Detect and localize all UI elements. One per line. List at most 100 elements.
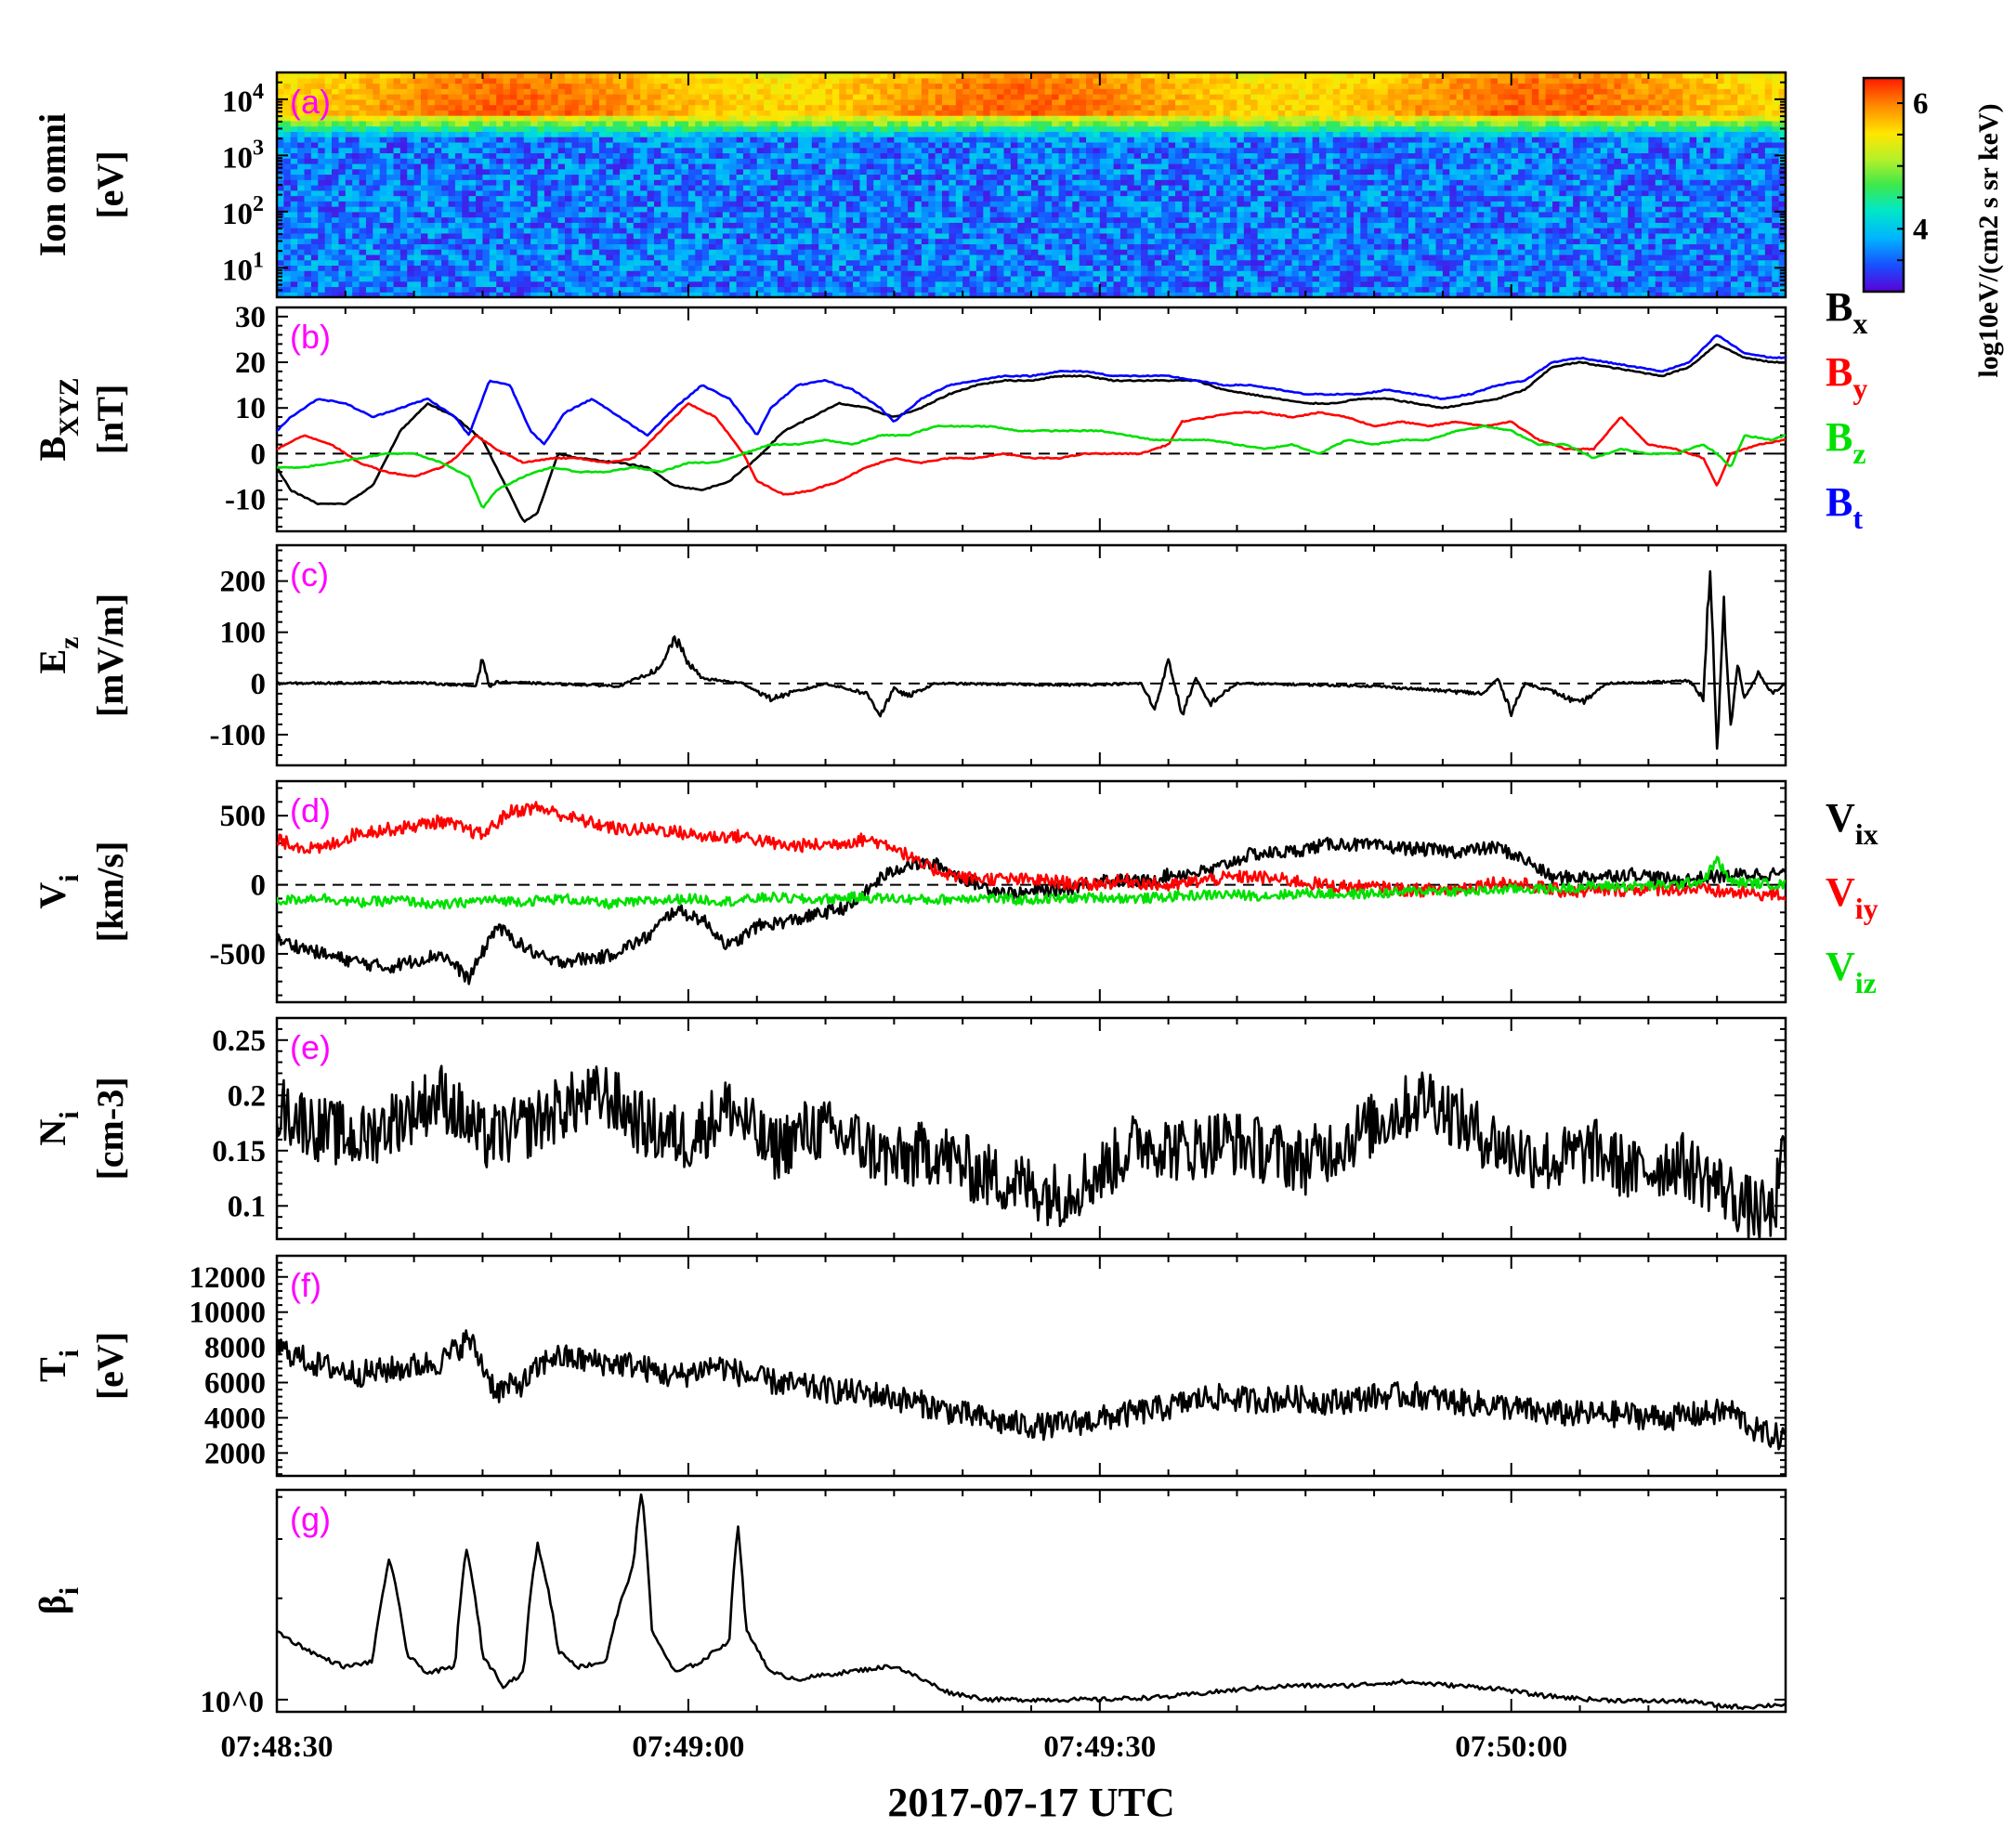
- spectrogram-cell: [530, 163, 539, 170]
- spectrogram-cell: [715, 77, 724, 85]
- spectrogram-cell: [928, 249, 936, 255]
- spectrogram-cell: [866, 163, 874, 170]
- spectrogram-cell: [633, 254, 641, 261]
- spectrogram-cell: [949, 104, 957, 111]
- spectrogram-cell: [880, 216, 888, 223]
- spectrogram-cell: [598, 265, 607, 271]
- spectrogram-cell: [674, 163, 683, 170]
- spectrogram-cell: [386, 115, 395, 122]
- spectrogram-cell: [1031, 83, 1039, 89]
- spectrogram-cell: [839, 275, 847, 282]
- spectrogram-cell: [667, 228, 675, 234]
- spectrogram-cell: [503, 158, 511, 164]
- spectrogram-cell: [667, 125, 675, 132]
- spectrogram-cell: [1052, 115, 1060, 122]
- spectrogram-cell: [352, 98, 360, 106]
- spectrogram-cell: [935, 152, 943, 159]
- spectrogram-cell: [989, 72, 998, 79]
- spectrogram-cell: [818, 83, 827, 89]
- spectrogram-cell: [373, 104, 381, 111]
- spectrogram-cell: [791, 216, 799, 223]
- spectrogram-cell: [598, 189, 607, 197]
- spectrogram-cell: [290, 104, 298, 111]
- spectrogram-cell: [667, 147, 675, 154]
- spectrogram-cell: [530, 168, 539, 176]
- spectrogram-cell: [709, 141, 717, 149]
- spectrogram-cell: [701, 137, 710, 143]
- spectrogram-cell: [914, 120, 923, 127]
- spectrogram-cell: [304, 110, 312, 116]
- spectrogram-cell: [407, 83, 415, 89]
- spectrogram-cell: [866, 141, 874, 149]
- spectrogram-cell: [606, 163, 614, 170]
- spectrogram-cell: [750, 174, 758, 180]
- spectrogram-cell: [1003, 147, 1012, 154]
- spectrogram-cell: [687, 259, 696, 267]
- spectrogram-cell: [537, 72, 545, 79]
- spectrogram-cell: [900, 94, 909, 100]
- spectrogram-cell: [661, 232, 669, 240]
- spectrogram-cell: [880, 254, 888, 261]
- spectrogram-cell: [413, 104, 422, 111]
- spectrogram-cell: [894, 115, 902, 122]
- spectrogram-cell: [640, 195, 648, 202]
- spectrogram-cell: [359, 83, 367, 89]
- spectrogram-cell: [831, 72, 840, 79]
- spectrogram-cell: [722, 152, 730, 159]
- spectrogram-cell: [530, 98, 539, 106]
- spectrogram-cell: [379, 120, 387, 127]
- spectrogram-cell: [489, 185, 497, 191]
- spectrogram-cell: [489, 211, 497, 218]
- spectrogram-cell: [647, 211, 655, 218]
- spectrogram-cell: [983, 131, 991, 137]
- spectrogram-cell: [1044, 115, 1053, 122]
- spectrogram-cell: [955, 152, 963, 159]
- spectrogram-cell: [277, 259, 284, 267]
- spectrogram-cell: [975, 206, 984, 213]
- spectrogram-cell: [859, 228, 868, 234]
- spectrogram-cell: [509, 141, 517, 149]
- spectrogram-cell: [756, 94, 765, 100]
- spectrogram-cell: [1044, 222, 1053, 228]
- spectrogram-cell: [365, 88, 373, 95]
- spectrogram-cell: [1058, 77, 1067, 85]
- spectrogram-cell: [1079, 292, 1087, 298]
- spectrogram-cell: [304, 72, 312, 79]
- spectrogram-cell: [1065, 72, 1073, 79]
- spectrogram-cell: [900, 206, 909, 213]
- spectrogram-cell: [839, 259, 847, 267]
- spectrogram-cell: [620, 243, 628, 250]
- spectrogram-cell: [509, 185, 517, 191]
- spectrogram-cell: [551, 281, 559, 288]
- spectrogram-cell: [921, 174, 929, 180]
- spectrogram-cell: [908, 174, 916, 180]
- spectrogram-cell: [476, 98, 484, 106]
- spectrogram-cell: [701, 98, 710, 106]
- spectrogram-cell: [365, 147, 373, 154]
- spectrogram-cell: [1065, 185, 1073, 191]
- spectrogram-cell: [709, 211, 717, 218]
- spectrogram-cell: [900, 131, 909, 137]
- spectrogram-cell: [880, 265, 888, 271]
- spectrogram-cell: [661, 83, 669, 89]
- spectrogram-cell: [332, 228, 340, 234]
- spectrogram-cell: [365, 141, 373, 149]
- spectrogram-cell: [620, 174, 628, 180]
- spectrogram-cell: [1065, 131, 1073, 137]
- spectrogram-cell: [557, 104, 566, 111]
- spectrogram-cell: [1058, 270, 1067, 277]
- spectrogram-cell: [496, 222, 504, 228]
- spectrogram-cell: [1031, 228, 1039, 234]
- spectrogram-cell: [962, 125, 971, 132]
- spectrogram-cell: [496, 98, 504, 106]
- spectrogram-cell: [928, 232, 936, 240]
- spectrogram-cell: [989, 168, 998, 176]
- spectrogram-cell: [332, 206, 340, 213]
- spectrogram-cell: [304, 137, 312, 143]
- spectrogram-cell: [866, 292, 874, 298]
- spectrogram-cell: [908, 104, 916, 111]
- spectrogram-cell: [379, 185, 387, 191]
- spectrogram-cell: [687, 179, 696, 186]
- spectrogram-cell: [338, 216, 347, 223]
- spectrogram-cell: [880, 88, 888, 95]
